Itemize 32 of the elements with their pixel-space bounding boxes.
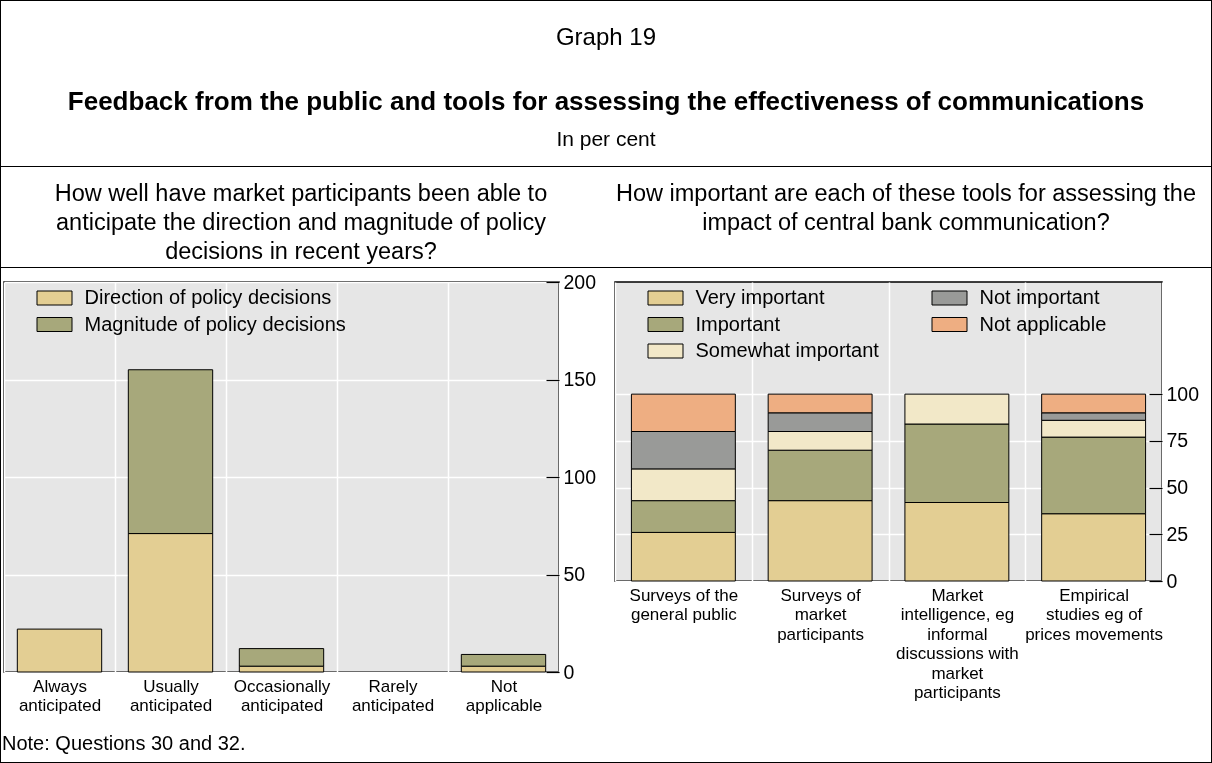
x-tick-label: Rarely anticipated (351, 676, 435, 715)
chart-title: How well have market participants been able to anticipate the direction and magnitude of policy decisions in recent years? (1, 167, 601, 268)
y-tick-label: 150 (563, 368, 597, 390)
y-tick-label: 200 (563, 270, 597, 293)
y-tick-label: 50 (1166, 476, 1189, 499)
legend-label: Not important (979, 286, 1100, 308)
y-tick-label: 50 (563, 563, 586, 585)
y-tick-label: 75 (1166, 429, 1189, 452)
caption: Graph 19 (554, 23, 658, 51)
x-tick-label: Usually anticipated (129, 676, 213, 715)
text: Note: Questions 30 and 32. (2, 731, 246, 755)
legend-label: Not applicable (979, 312, 1107, 335)
x-tick-label: Surveys of market participants (777, 585, 865, 644)
y-tick-label: 0 (1166, 569, 1178, 592)
y-tick-label: 0 (563, 660, 575, 683)
legend-label: Magnitude of policy decisions (84, 312, 346, 335)
legend-label: Very important (695, 286, 825, 308)
legend-label: Direction of policy decisions (84, 286, 332, 308)
x-tick-label: Empirical studies eg of prices movements (1025, 585, 1164, 644)
x-tick-label: Not applicable (465, 676, 543, 715)
text: In per cent (555, 126, 657, 152)
x-tick-label: Always anticipated (18, 676, 102, 715)
legend-label: Important (695, 312, 781, 335)
y-tick-label: 100 (1166, 382, 1200, 405)
chart-title: How important are each of these tools for assessing the impact of central bank communication? (601, 167, 1211, 268)
y-tick-label: 25 (1166, 522, 1189, 545)
legend-label: Somewhat important (695, 339, 880, 361)
x-tick-label: Surveys of the general public (629, 585, 739, 624)
x-tick-label: Market intelligence, eg informal discussions with market participants (895, 585, 1019, 702)
x-tick-label: Occasionally anticipated (233, 676, 331, 715)
y-tick-label: 100 (563, 465, 597, 488)
text: Feedback from the public and tools for assessing the effectiveness of communications (66, 85, 1146, 117)
